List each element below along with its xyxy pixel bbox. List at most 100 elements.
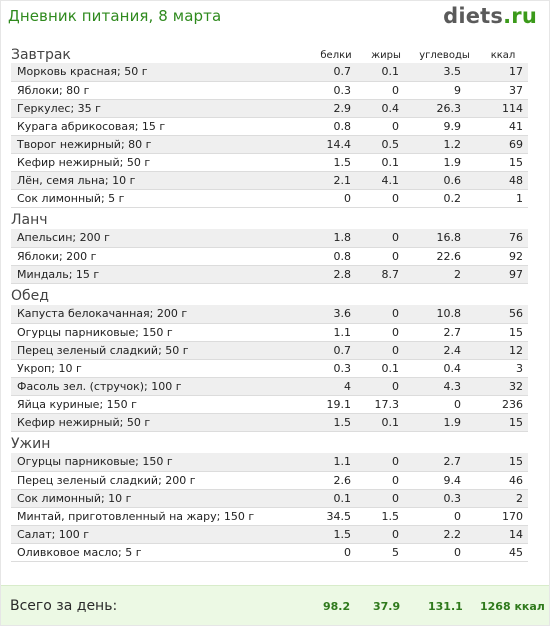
food-row: Сок лимонный; 5 г 0 0 0.2 1	[11, 189, 528, 208]
food-row: Яблоки; 200 г 0.8 0 22.6 92	[11, 247, 528, 266]
food-carbs: 22.6	[411, 247, 478, 266]
column-header-fat: жиры	[371, 50, 401, 61]
food-protein: 14.4	[311, 135, 361, 154]
food-name: Лён, семя льна; 10 г	[11, 171, 311, 190]
column-header-carbs: углеводы	[419, 50, 470, 61]
food-name: Творог нежирный; 80 г	[11, 135, 311, 154]
diary-body: Морковь красная; 50 г 0.7 0.1 3.5 17 Яблоки; …	[11, 63, 528, 562]
food-carbs: 0.2	[411, 189, 478, 208]
meal-heading-row: Обед	[11, 283, 528, 305]
food-protein: 1.5	[311, 413, 361, 432]
page-title: Дневник питания, 8 марта	[8, 7, 222, 25]
food-fat: 0	[361, 189, 411, 208]
food-name: Капуста белокачанная; 200 г	[11, 305, 311, 324]
food-fat: 5	[361, 543, 411, 562]
site-logo[interactable]: diets.ru	[443, 4, 537, 28]
food-protein: 0.3	[311, 359, 361, 378]
food-protein: 0	[311, 543, 361, 562]
food-row: Перец зеленый сладкий; 200 г 2.6 0 9.4 46	[11, 471, 528, 490]
food-carbs: 0	[411, 543, 478, 562]
food-name: Курага абрикосовая; 15 г	[11, 117, 311, 136]
logo-main: diets	[443, 4, 504, 28]
food-fat: 0	[361, 341, 411, 360]
food-kcal: 76	[478, 229, 528, 248]
food-kcal: 32	[478, 377, 528, 396]
food-kcal: 3	[478, 359, 528, 378]
food-name: Перец зеленый сладкий; 200 г	[11, 471, 311, 490]
food-protein: 2.8	[311, 265, 361, 284]
food-row: Сок лимонный; 10 г 0.1 0 0.3 2	[11, 489, 528, 508]
diary-table: Завтрак белки жиры углеводы ккал Морковь…	[11, 46, 528, 562]
food-name: Укроп; 10 г	[11, 359, 311, 378]
food-fat: 0.1	[361, 413, 411, 432]
food-fat: 0.1	[361, 63, 411, 82]
total-protein: 98.2	[323, 600, 351, 613]
food-protein: 0.7	[311, 63, 361, 82]
food-row: Геркулес; 35 г 2.9 0.4 26.3 114	[11, 99, 528, 118]
food-fat: 0	[361, 377, 411, 396]
table-header-row: Завтрак белки жиры углеводы ккал	[11, 46, 528, 63]
food-row: Кефир нежирный; 50 г 1.5 0.1 1.9 15	[11, 413, 528, 432]
food-fat: 0	[361, 489, 411, 508]
food-protein: 2.9	[311, 99, 361, 118]
food-kcal: 2	[478, 489, 528, 508]
food-protein: 2.6	[311, 471, 361, 490]
total-kcal: 1268 ккал	[480, 600, 545, 613]
food-protein: 0	[311, 189, 361, 208]
food-kcal: 15	[478, 153, 528, 172]
total-carbs: 131.1	[428, 600, 463, 613]
food-carbs: 1.2	[411, 135, 478, 154]
food-protein: 19.1	[311, 395, 361, 414]
food-fat: 8.7	[361, 265, 411, 284]
food-carbs: 10.8	[411, 305, 478, 324]
meal-heading: Ланч	[11, 212, 48, 228]
food-protein: 1.1	[311, 323, 361, 342]
food-kcal: 92	[478, 247, 528, 266]
food-kcal: 56	[478, 305, 528, 324]
meal-heading: Завтрак	[11, 47, 71, 63]
meal-heading-row: Ужин	[11, 431, 528, 453]
food-carbs: 0	[411, 395, 478, 414]
food-protein: 0.3	[311, 81, 361, 100]
food-fat: 0	[361, 247, 411, 266]
food-name: Оливковое масло; 5 г	[11, 543, 311, 562]
food-fat: 0	[361, 471, 411, 490]
food-name: Перец зеленый сладкий; 50 г	[11, 341, 311, 360]
food-fat: 0.4	[361, 99, 411, 118]
food-carbs: 0.4	[411, 359, 478, 378]
food-row: Миндаль; 15 г 2.8 8.7 2 97	[11, 265, 528, 284]
food-carbs: 1.9	[411, 153, 478, 172]
food-carbs: 9.4	[411, 471, 478, 490]
food-kcal: 97	[478, 265, 528, 284]
food-kcal: 41	[478, 117, 528, 136]
totals-label: Всего за день:	[10, 598, 118, 614]
food-name: Яблоки; 200 г	[11, 247, 311, 266]
food-protein: 1.5	[311, 525, 361, 544]
food-protein: 0.8	[311, 247, 361, 266]
food-fat: 0	[361, 525, 411, 544]
food-carbs: 2.7	[411, 453, 478, 472]
food-name: Кефир нежирный; 50 г	[11, 413, 311, 432]
food-carbs: 2.7	[411, 323, 478, 342]
food-carbs: 1.9	[411, 413, 478, 432]
food-row: Оливковое масло; 5 г 0 5 0 45	[11, 543, 528, 562]
food-kcal: 170	[478, 507, 528, 526]
food-name: Геркулес; 35 г	[11, 99, 311, 118]
food-name: Яйца куриные; 150 г	[11, 395, 311, 414]
food-kcal: 15	[478, 323, 528, 342]
food-fat: 0	[361, 229, 411, 248]
food-name: Огурцы парниковые; 150 г	[11, 453, 311, 472]
food-carbs: 26.3	[411, 99, 478, 118]
food-row: Яйца куриные; 150 г 19.1 17.3 0 236	[11, 395, 528, 414]
food-row: Огурцы парниковые; 150 г 1.1 0 2.7 15	[11, 323, 528, 342]
food-protein: 2.1	[311, 171, 361, 190]
food-kcal: 14	[478, 525, 528, 544]
food-row: Морковь красная; 50 г 0.7 0.1 3.5 17	[11, 63, 528, 82]
food-row: Яблоки; 80 г 0.3 0 9 37	[11, 81, 528, 100]
food-protein: 4	[311, 377, 361, 396]
meal-heading-row: Ланч	[11, 207, 528, 229]
food-kcal: 37	[478, 81, 528, 100]
food-row: Капуста белокачанная; 200 г 3.6 0 10.8 56	[11, 305, 528, 324]
food-name: Морковь красная; 50 г	[11, 63, 311, 82]
meal-heading: Обед	[11, 288, 49, 304]
